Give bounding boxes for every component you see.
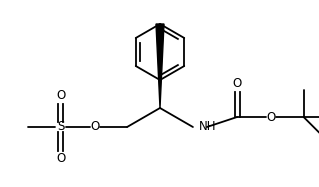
Text: O: O	[233, 77, 242, 90]
Text: O: O	[267, 111, 276, 123]
Text: O: O	[56, 152, 65, 165]
Polygon shape	[156, 24, 164, 108]
Text: NH: NH	[199, 120, 216, 134]
Text: O: O	[90, 120, 100, 134]
Text: O: O	[56, 89, 65, 102]
Text: S: S	[57, 120, 64, 134]
